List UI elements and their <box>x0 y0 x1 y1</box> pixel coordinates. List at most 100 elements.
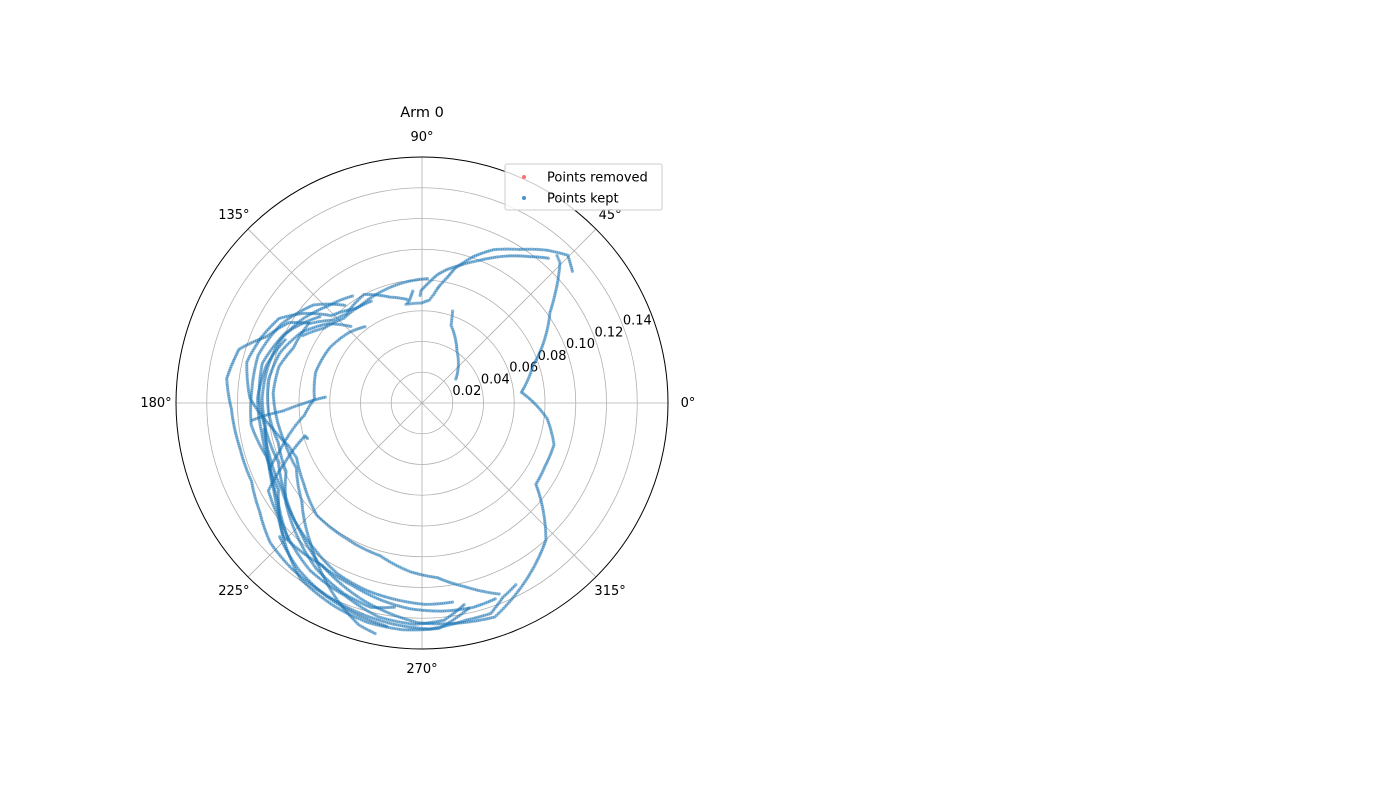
theta-tick-label: 0° <box>681 396 696 411</box>
legend-label: Points kept <box>547 192 619 207</box>
data-point <box>432 602 437 606</box>
data-point <box>417 301 421 305</box>
data-point <box>451 309 455 313</box>
data-point <box>507 247 511 251</box>
data-point <box>286 537 290 541</box>
data-point <box>493 597 497 601</box>
data-point <box>543 526 548 530</box>
data-point <box>323 395 327 399</box>
legend-marker <box>522 175 526 179</box>
angular-gridline <box>421 228 597 404</box>
data-point <box>555 254 559 258</box>
data-point <box>514 247 518 251</box>
data-point <box>411 289 415 293</box>
legend: Points removed Points kept <box>504 163 663 211</box>
theta-tick-label: 315° <box>594 584 625 599</box>
data-point <box>455 348 459 353</box>
data-point <box>312 388 316 392</box>
data-point <box>450 314 454 318</box>
theta-tick-label: 225° <box>218 584 249 599</box>
data-point <box>423 277 427 281</box>
r-tick-label: 0.02 <box>452 384 481 399</box>
r-tick-label: 0.14 <box>623 314 652 329</box>
data-point <box>245 362 249 367</box>
data-point <box>503 247 507 251</box>
data-point <box>419 301 423 305</box>
data-point <box>436 622 440 626</box>
data-point <box>418 293 422 297</box>
data-point <box>312 390 316 394</box>
data-point <box>312 383 316 388</box>
theta-tick-label: 45° <box>599 208 622 223</box>
data-point <box>456 358 460 362</box>
data-point <box>539 248 543 252</box>
data-point <box>245 365 249 369</box>
data-point <box>431 609 436 613</box>
data-point <box>530 247 534 251</box>
data-point <box>456 355 460 360</box>
data-point <box>266 393 270 397</box>
data-point <box>500 247 505 251</box>
r-tick-label: 0.04 <box>481 372 510 387</box>
data-point <box>426 602 430 606</box>
data-point <box>454 377 458 381</box>
data-point <box>517 247 521 252</box>
data-point <box>456 360 460 364</box>
polar-spine <box>175 156 669 650</box>
data-point <box>421 602 425 606</box>
data-point <box>417 602 421 606</box>
data-point <box>558 263 562 267</box>
data-point <box>537 247 541 252</box>
data-point <box>528 247 532 251</box>
data-point <box>385 624 389 628</box>
data-point <box>366 292 371 297</box>
data-point <box>450 318 454 323</box>
legend-label: Points removed <box>547 171 648 186</box>
data-point <box>412 301 416 305</box>
data-point <box>382 606 386 610</box>
r-tick-label: 0.12 <box>594 325 623 340</box>
data-point <box>436 609 440 613</box>
data-point <box>541 248 546 252</box>
data-point <box>450 316 454 320</box>
data-point <box>438 609 442 613</box>
data-point <box>497 592 501 596</box>
data-point <box>504 254 508 258</box>
data-point <box>498 247 502 251</box>
data-point <box>316 302 320 307</box>
data-point <box>558 261 562 265</box>
data-point <box>514 583 518 587</box>
polar-axes-0: Arm 00°45°90°135°180°225°270°315°0.020.0… <box>140 105 695 677</box>
data-point <box>245 369 249 373</box>
data-point <box>456 362 460 366</box>
data-point <box>544 531 548 535</box>
data-point <box>260 394 264 398</box>
data-point <box>225 379 229 383</box>
data-point <box>526 247 530 251</box>
data-point <box>434 609 438 613</box>
data-point <box>256 396 260 400</box>
polar-panels: Arm 00°45°90°135°180°225°270°315°0.020.0… <box>140 105 695 677</box>
theta-tick-label: 135° <box>218 208 249 223</box>
legend-marker <box>522 196 526 200</box>
theta-tick-label: 90° <box>410 130 433 145</box>
data-point <box>338 322 342 327</box>
data-point <box>323 302 327 306</box>
data-point <box>512 247 516 251</box>
data-point <box>492 591 497 596</box>
angular-gridline <box>247 402 423 578</box>
data-point <box>532 247 537 251</box>
data-point <box>245 360 249 364</box>
data-point <box>301 334 305 338</box>
data-point <box>510 247 514 251</box>
legend-box <box>504 163 663 211</box>
data-point <box>364 292 368 297</box>
data-point <box>437 602 441 606</box>
r-tick-label: 0.10 <box>566 337 595 352</box>
data-point <box>409 302 413 306</box>
data-point <box>249 410 253 414</box>
angular-gridline <box>421 402 597 578</box>
data-point <box>544 535 548 540</box>
